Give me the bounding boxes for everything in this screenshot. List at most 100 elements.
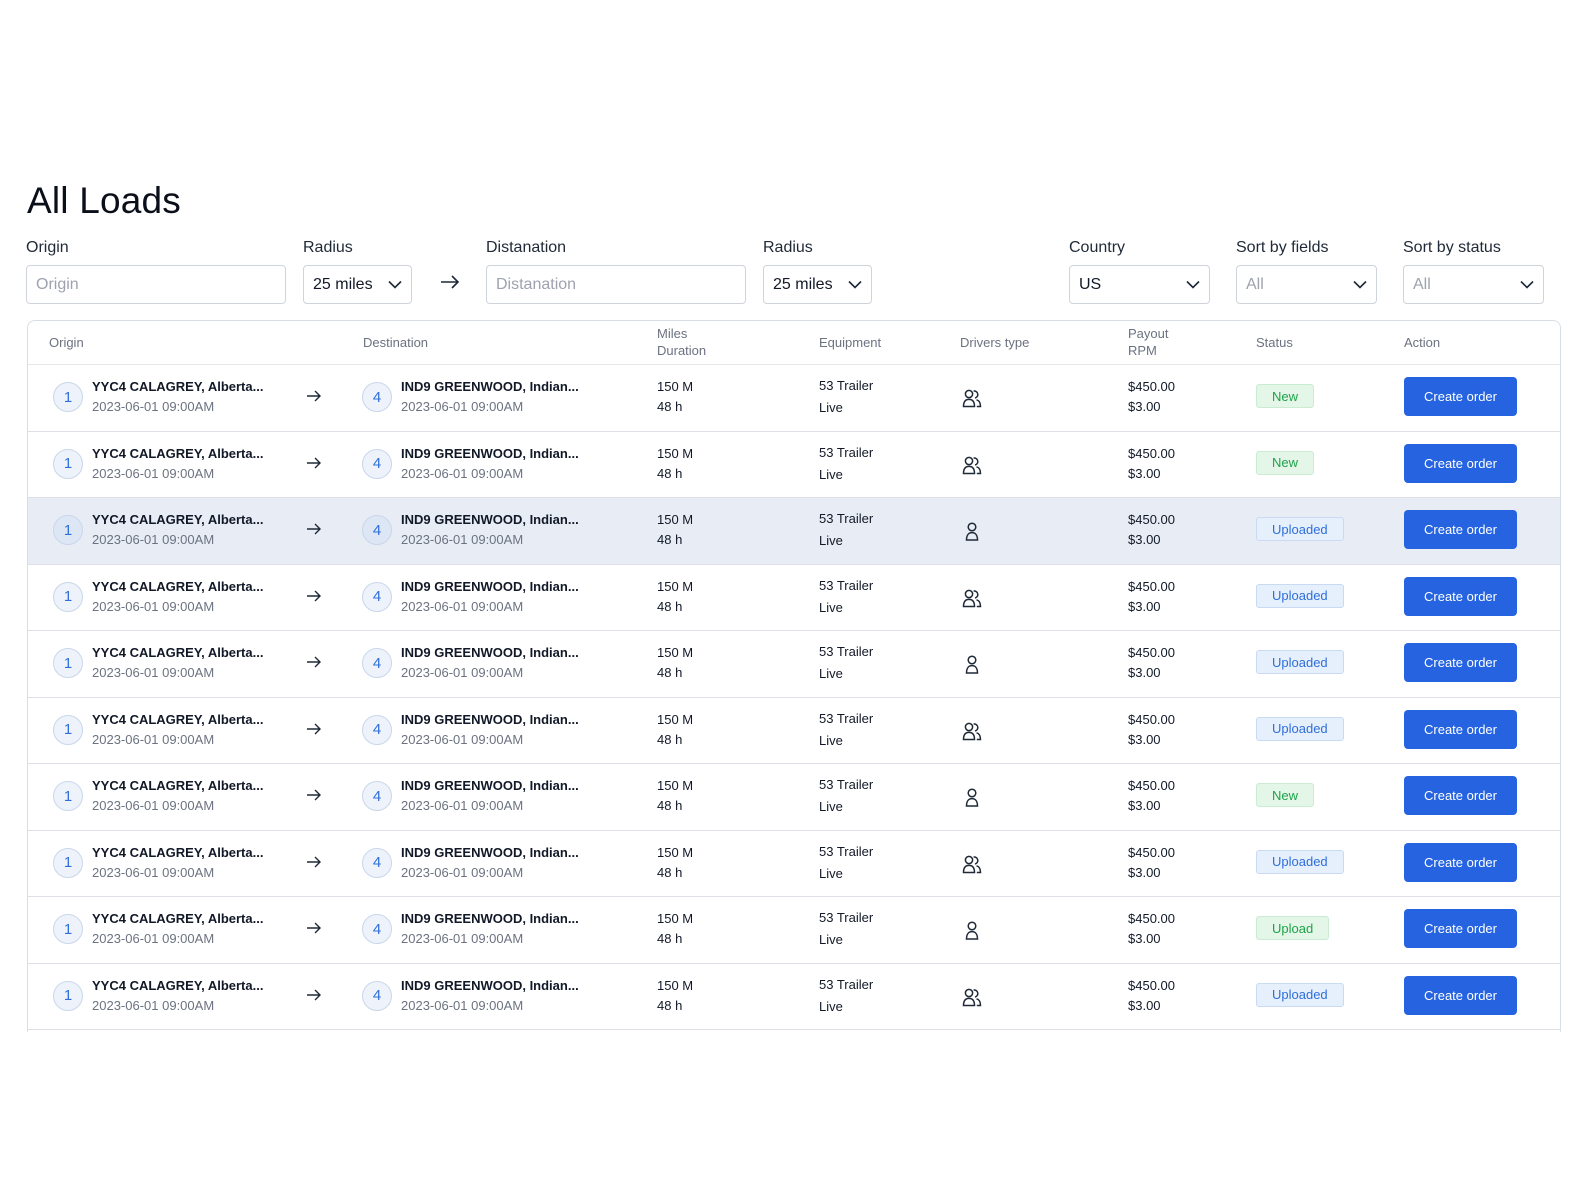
- sort-fields-value: All: [1246, 275, 1264, 293]
- create-order-button[interactable]: Create order: [1404, 443, 1517, 483]
- radius-filter-destination: Radius 25 miles: [763, 237, 872, 304]
- table-row[interactable]: 1 YYC4 CALAGREY, Alberta... 2023-06-01 0…: [28, 432, 1560, 498]
- miles-value: 150 M: [657, 578, 694, 594]
- destination-stop-count: 4: [362, 581, 392, 612]
- origin-stop-count: 1: [53, 781, 83, 811]
- column-header-action: Action: [1404, 335, 1441, 350]
- table-row[interactable]: 1 YYC4 CALAGREY, Alberta... 2023-06-01 0…: [28, 964, 1560, 1030]
- solo-driver-icon: [960, 653, 984, 677]
- solo-driver-icon: [960, 786, 984, 810]
- table-row[interactable]: 1 YYC4 CALAGREY, Alberta... 2023-06-01 0…: [28, 565, 1560, 631]
- table-row[interactable]: 1 YYC4 CALAGREY, Alberta... 2023-06-01 0…: [28, 831, 1560, 897]
- origin-stop-count: 1: [53, 648, 83, 678]
- origin-location: YYC4 CALAGREY, Alberta...: [92, 445, 264, 461]
- team-drivers-icon: [960, 454, 984, 478]
- destination-stop-count: 4: [362, 914, 392, 944]
- create-order-button[interactable]: Create order: [1404, 377, 1517, 416]
- equipment-value: 53 Trailer: [819, 378, 874, 393]
- column-header-duration: Duration: [657, 343, 707, 358]
- equipment-value: 53 Trailer: [819, 777, 874, 792]
- status-badge: Uploaded: [1256, 716, 1344, 741]
- table-row[interactable]: 1 YYC4 CALAGREY, Alberta... 2023-06-01 0…: [28, 365, 1560, 432]
- table-row[interactable]: 1 YYC4 CALAGREY, Alberta... 2023-06-01 0…: [28, 764, 1560, 831]
- origin-location: YYC4 CALAGREY, Alberta...: [92, 711, 264, 727]
- origin-datetime: 2023-06-01 09:00AM: [92, 731, 215, 747]
- loads-table: Origin Destination Miles Duration Equipm…: [27, 320, 1561, 1035]
- origin-input[interactable]: [26, 265, 286, 304]
- create-order-button[interactable]: Create order: [1404, 576, 1517, 616]
- table-row[interactable]: 1 YYC4 CALAGREY, Alberta... 2023-06-01 0…: [28, 698, 1560, 764]
- destination-datetime: 2023-06-01 09:00AM: [401, 931, 524, 946]
- create-order-button[interactable]: Create order: [1404, 643, 1517, 682]
- chevron-down-icon: [1186, 278, 1200, 292]
- destination-location: IND9 GREENWOOD, Indian...: [401, 977, 579, 993]
- miles-value: 150 M: [657, 512, 694, 527]
- status-badge: Uploaded: [1256, 650, 1344, 674]
- origin-stop-count: 1: [53, 448, 83, 479]
- origin-location: YYC4 CALAGREY, Alberta...: [92, 645, 264, 660]
- miles-value: 150 M: [657, 711, 694, 727]
- rpm-value: $3.00: [1128, 598, 1161, 614]
- sort-fields-select[interactable]: All: [1236, 265, 1377, 304]
- origin-location: YYC4 CALAGREY, Alberta...: [92, 512, 264, 527]
- radius-filter-label: Radius: [303, 239, 353, 256]
- destination-datetime: 2023-06-01 09:00AM: [401, 798, 524, 813]
- origin-datetime: 2023-06-01 09:00AM: [92, 997, 215, 1013]
- origin-datetime: 2023-06-01 09:00AM: [92, 665, 215, 680]
- create-order-button[interactable]: Create order: [1404, 909, 1517, 948]
- create-order-button[interactable]: Create order: [1404, 776, 1517, 815]
- destination-location: IND9 GREENWOOD, Indian...: [401, 445, 579, 461]
- table-row[interactable]: 1 YYC4 CALAGREY, Alberta... 2023-06-01 0…: [28, 498, 1560, 565]
- radius-destination-select[interactable]: 25 miles: [763, 265, 872, 304]
- sort-status-select[interactable]: All: [1403, 265, 1544, 304]
- status-badge: Uploaded: [1256, 517, 1344, 541]
- create-order-button[interactable]: Create order: [1404, 709, 1517, 749]
- duration-value: 48 h: [657, 731, 683, 747]
- destination-datetime: 2023-06-01 09:00AM: [401, 399, 524, 414]
- equipment-mode: Live: [819, 400, 843, 415]
- arrow-right-icon: [306, 785, 322, 805]
- destination-stop-count: 4: [362, 648, 392, 678]
- team-drivers-icon: [960, 720, 984, 744]
- destination-location: IND9 GREENWOOD, Indian...: [401, 844, 579, 860]
- team-drivers-icon: [960, 986, 984, 1010]
- table-row[interactable]: 1 YYC4 CALAGREY, Alberta... 2023-06-01 0…: [28, 897, 1560, 964]
- arrow-right-icon: [440, 268, 460, 296]
- radius-origin-select[interactable]: 25 miles: [303, 265, 412, 304]
- create-order-button[interactable]: Create order: [1404, 975, 1517, 1015]
- equipment-mode: Live: [819, 599, 843, 615]
- duration-value: 48 h: [657, 399, 683, 414]
- rpm-value: $3.00: [1128, 864, 1161, 880]
- origin-stop-count: 1: [53, 382, 83, 412]
- payout-value: $450.00: [1128, 778, 1175, 793]
- origin-filter: Origin: [26, 237, 286, 304]
- radius-filter-label: Radius: [763, 239, 813, 256]
- create-order-button[interactable]: Create order: [1404, 842, 1517, 882]
- arrow-right-icon: [306, 985, 322, 1005]
- arrow-right-icon: [306, 852, 322, 872]
- sort-fields-filter: Sort by fields All: [1236, 237, 1377, 304]
- chevron-down-icon: [388, 278, 402, 292]
- create-order-button[interactable]: Create order: [1404, 510, 1517, 549]
- origin-datetime: 2023-06-01 09:00AM: [92, 399, 215, 414]
- miles-value: 150 M: [657, 977, 694, 993]
- equipment-value: 53 Trailer: [819, 710, 874, 726]
- arrow-right-icon: [306, 918, 322, 938]
- duration-value: 48 h: [657, 864, 683, 880]
- status-badge: Uploaded: [1256, 849, 1344, 874]
- sort-status-label: Sort by status: [1403, 239, 1501, 256]
- destination-input[interactable]: [486, 265, 746, 304]
- column-header-destination: Destination: [363, 335, 429, 350]
- column-header-miles: Miles: [657, 326, 688, 341]
- duration-value: 48 h: [657, 798, 683, 813]
- equipment-mode: Live: [819, 466, 843, 482]
- rpm-value: $3.00: [1128, 731, 1161, 747]
- destination-datetime: 2023-06-01 09:00AM: [401, 731, 524, 747]
- column-header-drivers-type: Drivers type: [960, 335, 1030, 350]
- equipment-value: 53 Trailer: [819, 644, 874, 659]
- miles-value: 150 M: [657, 445, 694, 461]
- status-badge: New: [1256, 783, 1315, 807]
- table-row[interactable]: 1 YYC4 CALAGREY, Alberta... 2023-06-01 0…: [28, 631, 1560, 698]
- country-select[interactable]: US: [1069, 265, 1210, 304]
- destination-location: IND9 GREENWOOD, Indian...: [401, 379, 579, 394]
